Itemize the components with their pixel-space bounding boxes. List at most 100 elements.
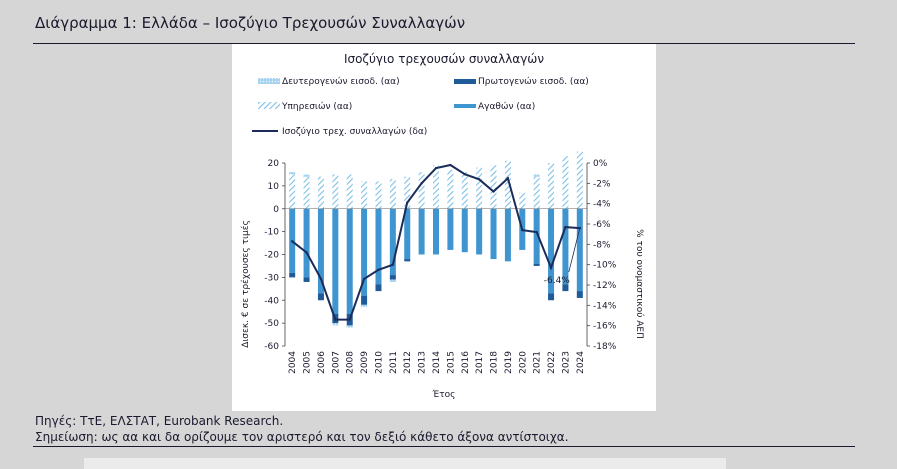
- bar-primary-income: [361, 295, 368, 305]
- bar-primary-income: [317, 293, 324, 301]
- bar-goods: [548, 208, 555, 294]
- bar-goods: [490, 208, 497, 260]
- bar-primary-income: [548, 293, 555, 301]
- legend-label-line: Ισοζύγιο τρεχ. συναλλαγών (δα): [282, 126, 427, 137]
- title-divider: [33, 43, 855, 44]
- x-tick-label: 2024: [576, 351, 586, 374]
- line-point: [319, 277, 323, 281]
- bar-services: [317, 176, 324, 209]
- y-tick-label: -10: [264, 228, 279, 238]
- bar-primary-income: [576, 291, 583, 298]
- bar-goods: [317, 208, 324, 294]
- x-tick-label: 2017: [475, 351, 485, 374]
- legend-label-goods: Αγαθών (αα): [478, 101, 535, 112]
- y2-tick-label: -2%: [593, 179, 611, 189]
- line-point: [391, 263, 395, 266]
- plot-area: 20100-10-20-30-40-50-600%-2%-4%-6%-8%-10…: [264, 151, 617, 374]
- bar-services: [562, 156, 569, 209]
- bar-goods: [504, 208, 511, 262]
- line-point: [348, 318, 351, 321]
- line-point: [463, 172, 466, 176]
- y-tick-label: -50: [264, 319, 279, 329]
- bar-services: [548, 163, 555, 209]
- bar-services: [404, 176, 411, 209]
- bar-secondary-income: [303, 174, 310, 177]
- x-tick-label: 2019: [504, 351, 514, 374]
- x-tick-label: 2016: [461, 351, 471, 374]
- bar-secondary-income: [332, 323, 339, 326]
- x-tick-label: 2022: [547, 351, 557, 374]
- bar-goods: [303, 208, 310, 278]
- bar-primary-income: [375, 284, 382, 292]
- line-point: [420, 182, 423, 185]
- x-tick-label: 2011: [389, 351, 399, 374]
- bar-goods: [418, 208, 425, 255]
- chart-panel: Ισοζύγιο τρεχουσών συναλλαγών Δευτερογεν…: [232, 44, 656, 411]
- current-account-chart: Ισοζύγιο τρεχουσών συναλλαγών Δευτερογεν…: [240, 52, 645, 400]
- line-point: [506, 177, 510, 180]
- bar-secondary-income: [389, 279, 396, 282]
- footer-divider: [33, 446, 855, 447]
- y-tick-label: -40: [264, 296, 279, 306]
- x-axis-label: Έτος: [432, 390, 456, 400]
- x-tick-label: 2015: [446, 351, 456, 374]
- y-tick-label: -60: [264, 342, 279, 352]
- y2-tick-label: -18%: [593, 342, 617, 352]
- bar-services: [476, 167, 483, 209]
- line-point: [290, 240, 294, 243]
- chart-title: Ισοζύγιο τρεχουσών συναλλαγών: [344, 52, 544, 66]
- bar-goods: [433, 208, 439, 255]
- legend-swatch-goods: [454, 104, 476, 108]
- x-tick-label: 2014: [432, 351, 442, 374]
- bar-goods: [576, 208, 583, 292]
- x-tick-label: 2008: [346, 351, 356, 374]
- bar-services: [389, 179, 396, 209]
- legend-label-services: Υπηρεσιών (αα): [281, 101, 352, 112]
- legend-swatch-secondary: [258, 78, 280, 84]
- bar-services: [332, 174, 339, 209]
- bar-services: [375, 181, 382, 209]
- figure-title: Διάγραμμα 1: Ελλάδα – Ισοζύγιο Τρεχουσών…: [35, 14, 466, 32]
- y-tick-label: 10: [268, 182, 280, 192]
- x-tick-label: 2020: [518, 351, 528, 374]
- bar-services: [490, 165, 497, 209]
- x-tick-label: 2007: [331, 351, 341, 374]
- y-tick-label: -30: [264, 273, 279, 283]
- x-tick-label: 2012: [403, 351, 413, 374]
- y-tick-label: -20: [264, 251, 279, 261]
- legend-swatch-services: [258, 102, 280, 109]
- bar-primary-income: [389, 275, 396, 280]
- line-point: [535, 230, 538, 234]
- annotation-label: -6.4%: [544, 276, 571, 286]
- y2-tick-label: -8%: [593, 240, 611, 250]
- bar-goods: [346, 208, 353, 314]
- line-point: [305, 251, 308, 254]
- y-tick-label: 20: [268, 159, 280, 169]
- bar-goods: [447, 208, 454, 250]
- annotation-leader: [568, 227, 581, 273]
- x-tick-label: 2013: [418, 351, 428, 374]
- x-tick-label: 2023: [561, 351, 571, 374]
- bar-primary-income: [404, 259, 411, 262]
- x-tick-label: 2010: [375, 351, 385, 374]
- x-tick-label: 2018: [490, 351, 500, 374]
- bar-primary-income: [562, 284, 569, 292]
- x-tick-label: 2006: [317, 351, 327, 374]
- bar-primary-income: [303, 277, 310, 282]
- line-point: [406, 201, 409, 204]
- line-point: [477, 178, 481, 181]
- legend-label-secondary: Δευτερογενών εισοδ. (αα): [282, 76, 400, 87]
- y2-tick-label: -10%: [593, 261, 617, 271]
- axis-note: Σημείωση: ως αα και δα ορίζουμε τον αρισ…: [35, 430, 569, 444]
- bar-services: [504, 160, 511, 209]
- bar-goods: [533, 208, 540, 264]
- line-point: [492, 190, 495, 193]
- y2-tick-label: 0%: [593, 159, 608, 169]
- bar-services: [433, 165, 439, 209]
- y2-tick-label: -6%: [593, 220, 611, 230]
- y2-tick-label: -4%: [593, 200, 611, 210]
- bar-services: [447, 169, 454, 209]
- bar-services: [418, 172, 425, 209]
- bar-secondary-income: [361, 304, 368, 308]
- x-tick-label: 2005: [303, 351, 313, 374]
